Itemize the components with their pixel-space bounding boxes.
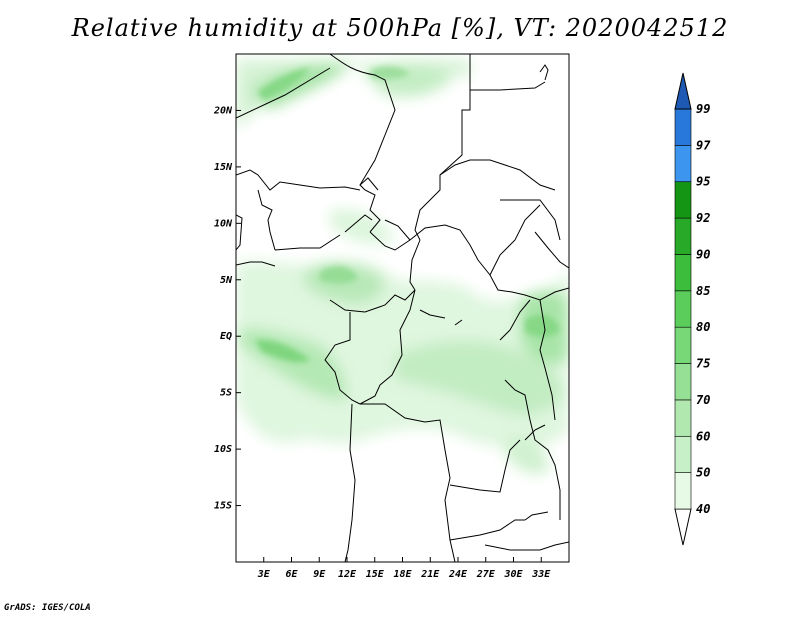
- grads-credit: GrADS: IGES/COLA: [4, 603, 91, 613]
- colorbar-segment: [674, 472, 692, 510]
- colorbar-label: 40: [696, 502, 710, 516]
- colorbar-label: 70: [696, 393, 710, 407]
- colorbar-label: 95: [696, 175, 710, 189]
- colorbar-below-triangle: [674, 508, 692, 546]
- colorbar-segment: [674, 290, 692, 328]
- lat-tick-label: 20N: [213, 105, 233, 116]
- lat-tick-label: 15N: [214, 162, 233, 173]
- lon-tick-label: 27E: [476, 569, 496, 580]
- humidity-shading: [236, 60, 569, 475]
- colorbar-label: 92: [696, 211, 710, 225]
- colorbar-segment: [674, 326, 692, 364]
- lat-tick-label: 15S: [214, 501, 232, 512]
- colorbar-label: 60: [696, 429, 710, 443]
- colorbar-label: 97: [696, 138, 711, 152]
- lon-tick-label: 6E: [285, 569, 298, 580]
- colorbar-label: 75: [696, 357, 710, 371]
- longitude-axis: 3E 6E 9E 12E 15E 18E 21E 24E 27E 30E 33E: [257, 557, 551, 580]
- colorbar-segment: [674, 254, 692, 292]
- colorbar-segment: [674, 399, 692, 437]
- lon-tick-label: 9E: [313, 569, 326, 580]
- lon-tick-label: 18E: [393, 569, 412, 580]
- colorbar-segment: [674, 108, 692, 146]
- colorbar-label: 85: [696, 284, 710, 298]
- latitude-axis: 20N 15N 10N 5N EQ 5S 10S 15S: [213, 105, 241, 512]
- colorbar-label: 80: [696, 320, 710, 334]
- colorbar-segment: [674, 181, 692, 219]
- colorbar-legend: 40 50 60 70 75 80 85 90 92 95 97 99: [674, 72, 711, 546]
- lat-tick-label: 10N: [214, 218, 233, 229]
- colorbar-segment: [674, 363, 692, 401]
- colorbar-label: 50: [696, 466, 710, 480]
- colorbar-segment: [674, 145, 692, 183]
- colorbar-segment: [674, 217, 692, 255]
- lat-tick-label: 5N: [220, 275, 233, 286]
- lon-tick-label: 15E: [366, 569, 385, 580]
- colorbar-above-triangle: [674, 72, 692, 110]
- lon-tick-label: 30E: [503, 569, 523, 580]
- lon-tick-label: 3E: [257, 569, 271, 580]
- lon-tick-label: 21E: [420, 569, 440, 580]
- country-borders: [236, 54, 569, 562]
- colorbar-segment: [674, 435, 692, 473]
- lon-tick-label: 12E: [338, 569, 357, 580]
- colorbar-label: 90: [696, 247, 710, 261]
- lat-tick-label: 5S: [220, 388, 232, 399]
- lon-tick-label: 33E: [531, 569, 551, 580]
- map-title: Relative humidity at 500hPa [%], VT: 202…: [71, 14, 729, 42]
- lon-tick-label: 24E: [448, 569, 468, 580]
- lat-tick-label: 10S: [214, 444, 232, 455]
- colorbar-label: 99: [696, 102, 710, 116]
- lat-tick-label: EQ: [220, 331, 232, 342]
